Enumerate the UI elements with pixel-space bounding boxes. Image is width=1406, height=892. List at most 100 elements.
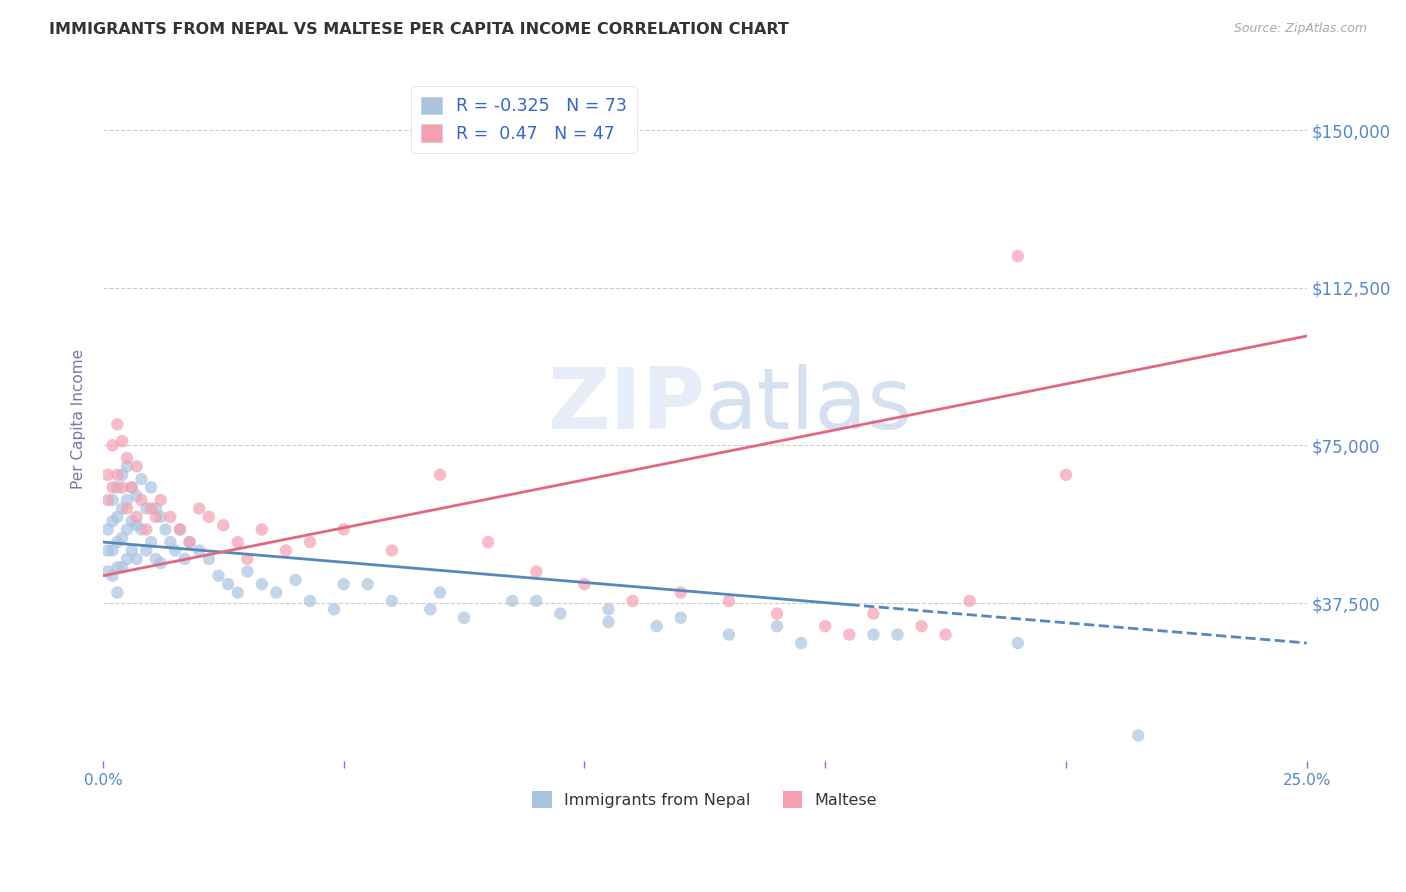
Point: [121, 514, 143, 528]
Point: [155, 523, 177, 537]
Point: [959, 594, 981, 608]
Point: [524, 565, 547, 579]
Point: [332, 577, 354, 591]
Point: [105, 585, 128, 599]
Point: [1007, 249, 1029, 263]
Point: [179, 535, 201, 549]
Point: [935, 627, 957, 641]
Point: [179, 535, 201, 549]
Point: [226, 535, 249, 549]
Point: [862, 627, 884, 641]
Point: [111, 434, 134, 449]
Point: [115, 552, 138, 566]
Point: [149, 556, 172, 570]
Point: [101, 480, 124, 494]
Point: [121, 480, 143, 494]
Point: [298, 535, 321, 549]
Point: [165, 543, 187, 558]
Point: [115, 493, 138, 508]
Point: [236, 565, 259, 579]
Point: [1128, 729, 1150, 743]
Point: [669, 585, 692, 599]
Point: [477, 535, 499, 549]
Point: [217, 577, 239, 591]
Point: [298, 594, 321, 608]
Point: [139, 480, 162, 494]
Point: [105, 509, 128, 524]
Point: [97, 493, 120, 508]
Point: [145, 501, 167, 516]
Point: [145, 509, 167, 524]
Point: [97, 565, 120, 579]
Point: [429, 585, 451, 599]
Point: [453, 611, 475, 625]
Point: [212, 518, 235, 533]
Point: [139, 535, 162, 549]
Point: [111, 531, 134, 545]
Text: atlas: atlas: [704, 364, 912, 447]
Point: [250, 577, 273, 591]
Point: [101, 543, 124, 558]
Point: [101, 493, 124, 508]
Point: [97, 543, 120, 558]
Point: [332, 523, 354, 537]
Point: [886, 627, 908, 641]
Point: [381, 543, 404, 558]
Point: [105, 560, 128, 574]
Point: [524, 594, 547, 608]
Point: [125, 459, 148, 474]
Point: [250, 523, 273, 537]
Point: [125, 552, 148, 566]
Point: [598, 602, 620, 616]
Point: [125, 518, 148, 533]
Point: [169, 523, 191, 537]
Point: [115, 459, 138, 474]
Point: [115, 523, 138, 537]
Point: [139, 501, 162, 516]
Point: [105, 417, 128, 432]
Point: [226, 585, 249, 599]
Point: [766, 619, 789, 633]
Point: [115, 450, 138, 465]
Point: [838, 627, 860, 641]
Point: [135, 501, 157, 516]
Point: [766, 607, 789, 621]
Point: [645, 619, 668, 633]
Point: [207, 568, 229, 582]
Point: [169, 523, 191, 537]
Point: [550, 607, 572, 621]
Y-axis label: Per Capita Income: Per Capita Income: [72, 349, 86, 489]
Point: [131, 493, 153, 508]
Point: [105, 535, 128, 549]
Text: Source: ZipAtlas.com: Source: ZipAtlas.com: [1233, 22, 1367, 36]
Point: [125, 489, 148, 503]
Point: [121, 543, 143, 558]
Point: [790, 636, 813, 650]
Point: [357, 577, 380, 591]
Point: [621, 594, 644, 608]
Point: [717, 627, 740, 641]
Point: [284, 573, 307, 587]
Point: [111, 501, 134, 516]
Point: [323, 602, 346, 616]
Point: [669, 611, 692, 625]
Point: [198, 552, 221, 566]
Point: [159, 535, 181, 549]
Text: IMMIGRANTS FROM NEPAL VS MALTESE PER CAPITA INCOME CORRELATION CHART: IMMIGRANTS FROM NEPAL VS MALTESE PER CAP…: [49, 22, 789, 37]
Point: [501, 594, 523, 608]
Point: [419, 602, 441, 616]
Point: [274, 543, 297, 558]
Point: [105, 480, 128, 494]
Point: [1054, 467, 1077, 482]
Point: [188, 501, 211, 516]
Text: ZIP: ZIP: [547, 364, 704, 447]
Point: [111, 480, 134, 494]
Point: [111, 467, 134, 482]
Point: [97, 467, 120, 482]
Point: [149, 493, 172, 508]
Point: [131, 472, 153, 486]
Point: [145, 552, 167, 566]
Point: [135, 523, 157, 537]
Point: [101, 514, 124, 528]
Point: [1007, 636, 1029, 650]
